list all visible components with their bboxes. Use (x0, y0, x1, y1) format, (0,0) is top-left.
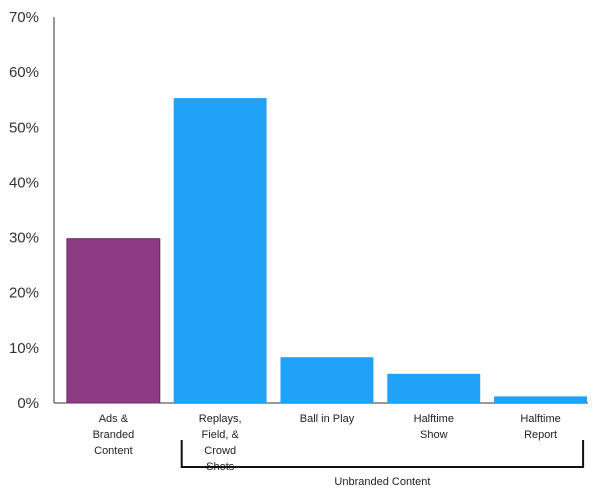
y-tick-label: 0% (17, 395, 39, 412)
bar (280, 357, 374, 403)
y-tick-label: 30% (9, 230, 39, 247)
x-tick-label: Ads & Branded Content (93, 413, 135, 457)
y-tick-label: 70% (9, 9, 39, 26)
group-annotation: Unbranded Content (180, 440, 585, 488)
x-tick-label-line: Halftime (414, 413, 454, 425)
x-axis-category-labels: Ads & Branded Content Replays, Field, & Crowd… (93, 413, 561, 473)
x-tick-label-line: Halftime (520, 413, 560, 425)
x-tick-label: Ball in Play (300, 413, 355, 425)
x-tick-label: Halftime Report (520, 413, 560, 441)
x-tick-label-line: Ads & (99, 413, 129, 425)
group-bracket (180, 440, 585, 468)
x-tick-label-line: Crowd (204, 445, 236, 457)
bars (66, 98, 587, 404)
y-tick-label: 50% (9, 119, 39, 136)
x-tick-label-line: Ball in Play (300, 413, 355, 425)
y-tick-label: 20% (9, 285, 39, 302)
x-tick-label: Replays, Field, & Crowd Shots (199, 413, 242, 473)
x-tick-label-line: Branded (93, 429, 135, 441)
x-tick-label-line: Replays, (199, 413, 242, 425)
bar (387, 373, 481, 403)
x-tick-label: Halftime Show (414, 413, 454, 441)
y-tick-label: 10% (9, 340, 39, 357)
x-tick-label-line: Report (524, 429, 557, 441)
y-axis-ticks: 0% 10% 20% 30% 40% 50% 60% 70% (9, 9, 39, 412)
x-tick-label-line: Show (420, 429, 448, 441)
bar (66, 238, 161, 404)
x-tick-label-line: Field, & (202, 429, 240, 441)
y-tick-label: 60% (9, 64, 39, 81)
group-label: Unbranded Content (334, 476, 430, 488)
bar (173, 98, 267, 403)
bar (494, 396, 587, 403)
x-tick-label-line: Content (94, 445, 133, 457)
y-tick-label: 40% (9, 174, 39, 191)
